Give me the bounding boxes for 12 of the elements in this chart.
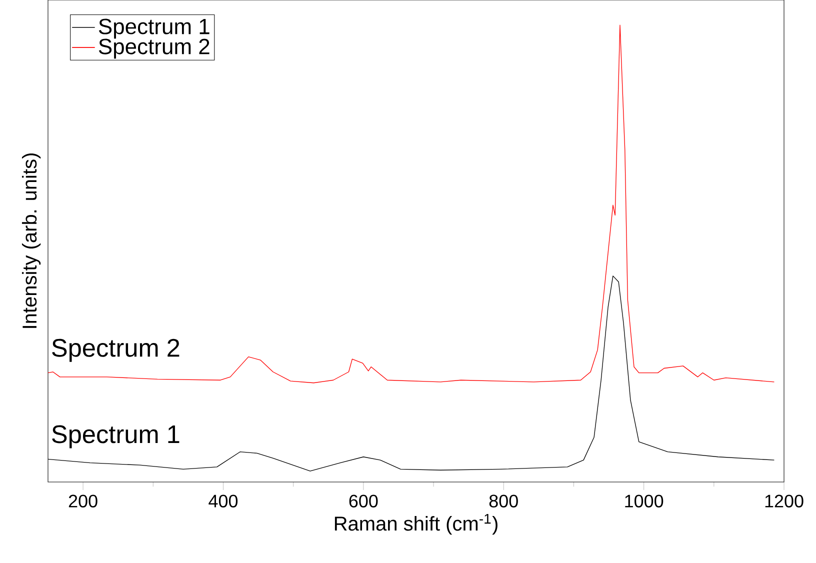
legend-label: Spectrum 1 (98, 18, 210, 39)
legend-label: Spectrum 2 (98, 38, 210, 59)
x-axis-title: Raman shift (cm$^{-1}$) (334, 514, 498, 535)
x-tick-label: 1000 (625, 494, 664, 508)
annotation: Spectrum 2 (52, 338, 180, 362)
x-tick-label: 1200 (765, 494, 804, 508)
x-tick-label: 800 (489, 494, 518, 508)
x-tick-label: 600 (349, 494, 378, 508)
annotation: Spectrum 1 (52, 425, 180, 448)
x-tick-label: 400 (208, 494, 238, 508)
x-tick-label: 200 (68, 494, 98, 508)
y-axis-title: Intensity (arb. units) (22, 154, 41, 328)
